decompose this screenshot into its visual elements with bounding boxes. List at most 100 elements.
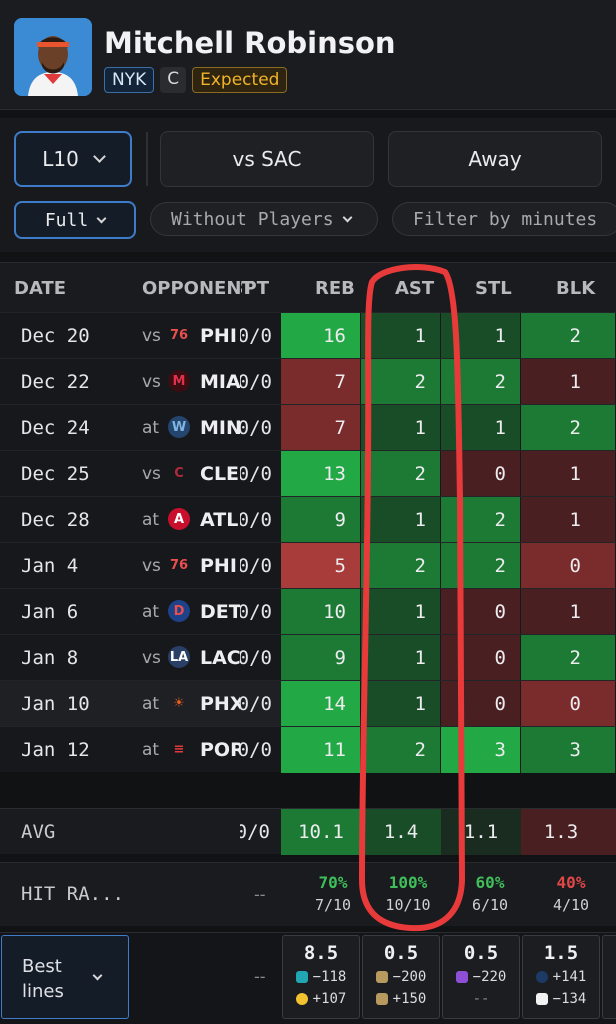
opponent-filter-label: vs SAC [232,147,302,171]
stl-value: 0 [494,463,506,485]
reb-value: 7 [334,417,346,439]
col-blk[interactable]: BLK [556,278,596,299]
avg-label: AVG [21,821,56,843]
table-row[interactable]: Jan 10 at ☀ PHX 0/0 14 1 0 0 [0,680,616,727]
reb-line-card[interactable]: 8.5 −118 +107 [282,935,360,1019]
three-pt-value: 0/0 [240,325,272,347]
stl-cell: 3 [441,727,521,773]
ast-cell: 1 [361,635,441,681]
without-players-label: Without Players [171,208,334,230]
reb-cell: 13 [281,451,361,497]
ast-value: 1 [414,693,426,715]
location-filter-label: Away [468,147,522,171]
stl-under-value: -- [472,991,490,1007]
avg-ast: 1.4 [383,821,419,843]
ast-value: 2 [414,739,426,761]
opponent-filter-button[interactable]: vs SAC [160,131,374,187]
chevron-down-icon [96,213,107,223]
avg-blk: 1.3 [543,821,579,843]
stl-value: 0 [494,647,506,669]
reb-cell: 10 [281,589,361,635]
next-line-card[interactable] [602,935,616,1019]
col-stl[interactable]: STL [475,278,512,299]
three-pt-value: 0/0 [240,647,272,669]
home-away: vs [142,464,161,484]
best-lines-dropdown[interactable]: Best lines [1,935,129,1019]
opponent-abbr: DET [200,601,240,623]
best-lines-3pt: -- [254,967,266,986]
three-pt-value: 0/0 [240,371,272,393]
game-date: Jan 6 [21,601,79,623]
col-3pt[interactable]: 3PT [241,278,269,299]
ast-line: 0.5 [383,942,419,964]
filter-bar: L10 vs SAC Away Full Without Players Fil… [0,118,616,252]
col-opponent[interactable]: OPPONENT [142,278,254,299]
blk-under-odds: −134 [523,990,599,1008]
stl-value: 3 [494,739,506,761]
table-row[interactable]: Dec 25 vs C CLE 0/0 13 2 0 1 [0,450,616,497]
blk-value: 1 [569,463,581,485]
avg-row: AVG 0/0 10.1 1.4 1.1 1.3 [0,808,616,855]
game-date: Jan 10 [21,693,90,715]
table-row[interactable]: Jan 8 vs LA LAC 0/0 9 1 0 2 [0,634,616,681]
stl-value: 0 [494,601,506,623]
range-dropdown[interactable]: L10 [14,131,132,187]
ast-value: 1 [414,601,426,623]
table-body: Dec 20 vs 76 PHI 0/0 16 1 1 2 Dec 22 vs M MIA 0/0 7 2 2 1… [0,312,616,802]
blk-cell: 1 [521,589,616,635]
blk-value: 0 [569,555,581,577]
game-date: Jan 12 [21,739,90,761]
stl-cell: 1 [441,313,521,359]
game-portion-dropdown[interactable]: Full [14,201,136,239]
blk-cell: 1 [521,497,616,543]
reb-cell: 11 [281,727,361,773]
table-row[interactable]: Dec 22 vs M MIA 0/0 7 2 2 1 [0,358,616,405]
hit-rate-label: HIT RA... [21,883,124,905]
table-row[interactable]: Jan 4 vs 76 PHI 0/0 5 2 2 0 [0,542,616,589]
team-logo-icon: LA [168,646,190,668]
blk-cell: 1 [521,359,616,405]
game-date: Dec 24 [21,417,90,439]
game-date: Dec 28 [21,509,90,531]
table-row[interactable]: Jan 6 at D DET 0/0 10 1 0 1 [0,588,616,635]
reb-cell: 9 [281,635,361,681]
table-row[interactable]: Dec 24 at W MIN 0/0 7 1 1 2 [0,404,616,451]
three-pt-value: 0/0 [240,693,272,715]
home-away: at [142,694,160,714]
table-row[interactable]: Dec 28 at A ATL 0/0 9 1 2 1 [0,496,616,543]
hit-rate-reb: 70% 7/10 [293,873,373,914]
team-logo-icon: A [168,508,190,530]
stl-over-value: −220 [472,969,507,985]
chevron-down-icon [92,970,103,981]
col-reb[interactable]: REB [315,278,355,299]
player-name: Mitchell Robinson [104,26,396,60]
filter-minutes-button[interactable]: Filter by minutes [392,202,616,236]
best-lines-label: Best lines [22,956,64,1002]
hit-rate-blk: 40% 4/10 [531,873,611,914]
opponent-abbr: PHX [200,693,240,715]
table-row[interactable]: Dec 20 vs 76 PHI 0/0 16 1 1 2 [0,312,616,359]
book-logo-icon [375,993,388,1005]
hit-rate-ast-pct: 100% [388,873,428,892]
blk-cell: 2 [521,635,616,681]
stl-value: 2 [494,509,506,531]
stl-line-card[interactable]: 0.5 −220 -- [442,935,520,1019]
reb-value: 9 [334,647,346,669]
location-filter-button[interactable]: Away [388,131,602,187]
col-ast[interactable]: AST [395,278,435,299]
opponent-abbr: ATL [200,509,239,531]
table-header: DATE OPPONENT 3PT REB AST STL BLK [0,262,616,312]
without-players-dropdown[interactable]: Without Players [150,202,378,236]
ast-line-card[interactable]: 0.5 −200 +150 [362,935,440,1019]
chevron-down-icon [92,149,106,163]
opponent-abbr: LAC [200,647,240,669]
col-date[interactable]: DATE [14,278,67,299]
table-row[interactable]: Jan 12 at ≡ POR 0/0 11 2 3 3 [0,726,616,773]
avg-blk-cell: 1.3 [521,809,616,855]
ast-cell: 1 [361,681,441,727]
reb-value: 11 [323,739,346,761]
blk-cell: 2 [521,405,616,451]
reb-under-value: +107 [312,991,347,1007]
blk-line-card[interactable]: 1.5 +141 −134 [522,935,600,1019]
home-away: vs [142,372,161,392]
